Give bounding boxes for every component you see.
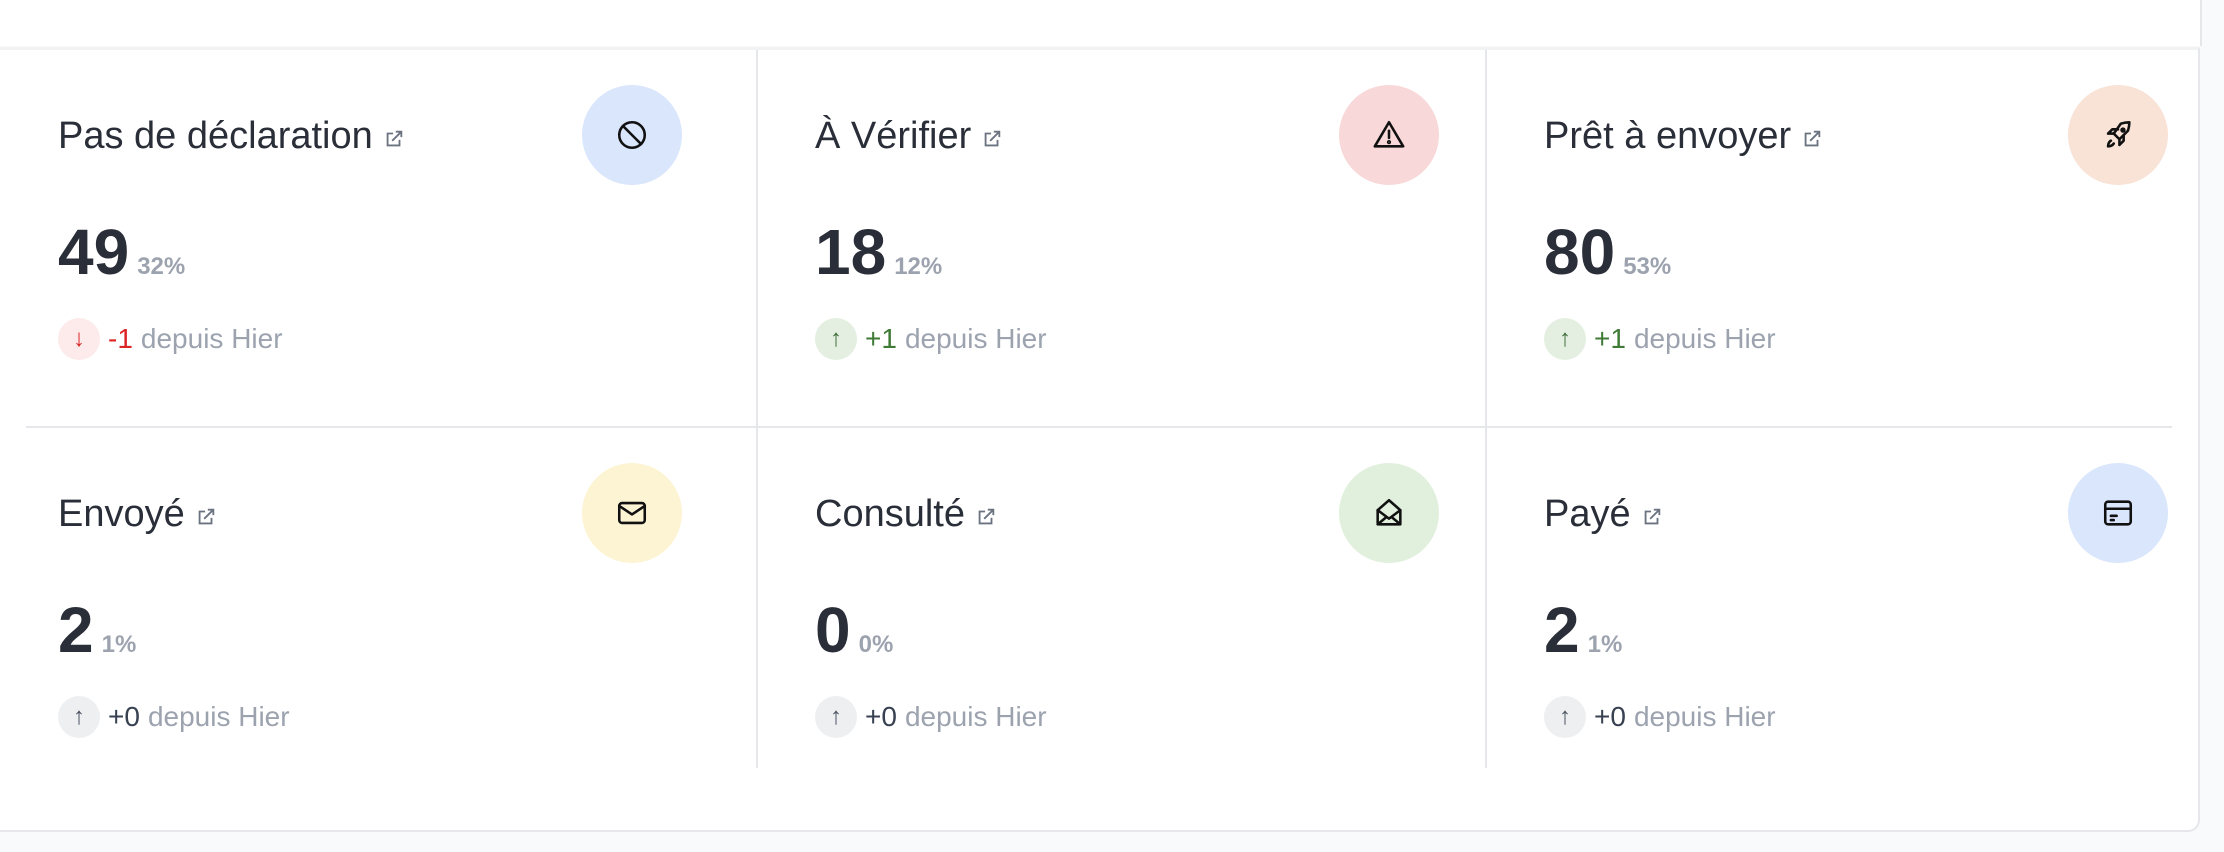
since-label: depuis Hier — [1633, 323, 1776, 354]
external-link-icon — [978, 508, 995, 525]
external-link-icon — [386, 130, 403, 147]
rocket-badge — [2068, 85, 2168, 185]
stat-delta: +0 — [108, 701, 140, 732]
ban-badge — [582, 85, 682, 185]
arrow-up-icon: ↑ — [1544, 696, 1586, 738]
stat-title: Payé — [1544, 493, 1631, 535]
stat-card-1: À Vérifier 18 12% ↑ +1 depuis Hier — [757, 50, 1513, 425]
stat-value: 80 — [1544, 216, 1616, 288]
stat-title-link[interactable]: Prêt à envoyer — [1544, 113, 1823, 159]
stat-percent: 1% — [1587, 631, 1623, 658]
stat-percent: 12% — [894, 253, 943, 280]
since-label: depuis Hier — [147, 701, 290, 732]
stat-value: 18 — [815, 216, 887, 288]
stat-value: 2 — [58, 594, 94, 666]
stat-delta: +0 — [865, 701, 897, 732]
stat-title: Pas de déclaration — [58, 115, 373, 157]
stat-value: 49 — [58, 216, 130, 288]
warning-icon — [1373, 120, 1405, 148]
since-label: depuis Hier — [904, 323, 1047, 354]
divider — [756, 50, 758, 768]
stat-change: ↑ +0 depuis Hier — [58, 696, 290, 738]
stat-title-link[interactable]: Consulté — [815, 491, 997, 537]
arrow-down-icon: ↓ — [58, 318, 100, 360]
since-label: depuis Hier — [1633, 701, 1776, 732]
stat-title-link[interactable]: À Vérifier — [815, 113, 1003, 159]
divider — [26, 426, 2172, 428]
stat-title-link[interactable]: Payé — [1544, 491, 1663, 537]
external-link-icon — [984, 130, 1001, 147]
mail-open-badge — [1339, 463, 1439, 563]
stat-title: À Vérifier — [815, 115, 972, 157]
external-link-icon — [198, 508, 214, 525]
arrow-up-icon: ↑ — [815, 318, 857, 360]
since-label: depuis Hier — [904, 701, 1047, 732]
top-panel — [0, 0, 2202, 46]
warning-badge — [1339, 85, 1439, 185]
credit-card-icon — [2103, 500, 2133, 526]
stat-delta: +1 — [865, 323, 897, 354]
stat-value: 0 — [815, 594, 851, 666]
arrow-up-icon: ↑ — [815, 696, 857, 738]
stat-change: ↑ +0 depuis Hier — [815, 696, 1047, 738]
stat-delta: +0 — [1594, 701, 1626, 732]
stat-percent: 1% — [101, 631, 137, 658]
stat-card-3: Envoyé 2 1% ↑ +0 depuis Hier — [0, 428, 756, 803]
stat-card-5: Payé 2 1% ↑ +0 depuis Hier — [1486, 428, 2224, 803]
divider — [1485, 50, 1487, 768]
stat-title: Envoyé — [58, 493, 185, 535]
rocket-icon — [2106, 120, 2131, 148]
mail-badge — [582, 463, 682, 563]
arrow-up-icon: ↑ — [1544, 318, 1586, 360]
stat-delta: -1 — [108, 323, 133, 354]
stat-title: Prêt à envoyer — [1544, 115, 1792, 157]
stat-card-0: Pas de déclaration 49 32% ↓ -1 depuis Hi… — [0, 50, 756, 425]
stat-card-4: Consulté 0 0% ↑ +0 depuis Hier — [757, 428, 1513, 803]
stat-percent: 53% — [1623, 253, 1672, 280]
external-link-icon — [1804, 130, 1821, 147]
ban-icon — [617, 120, 647, 150]
stat-title: Consulté — [815, 493, 965, 535]
stats-card: Pas de déclaration 49 32% ↓ -1 depuis Hi… — [0, 47, 2200, 832]
stat-title-link[interactable]: Envoyé — [58, 491, 217, 537]
stat-change: ↑ +0 depuis Hier — [1544, 696, 1776, 738]
stat-title-link[interactable]: Pas de déclaration — [58, 113, 405, 159]
stat-change: ↓ -1 depuis Hier — [58, 318, 283, 360]
external-link-icon — [1644, 508, 1660, 525]
stat-card-2: Prêt à envoyer 80 53% ↑ +1 depuis Hier — [1486, 50, 2224, 425]
mail-icon — [617, 501, 647, 525]
stat-delta: +1 — [1594, 323, 1626, 354]
stat-percent: 32% — [137, 253, 186, 280]
credit-card-badge — [2068, 463, 2168, 563]
since-label: depuis Hier — [140, 323, 283, 354]
arrow-up-icon: ↑ — [58, 696, 100, 738]
stat-value: 2 — [1544, 594, 1580, 666]
stat-change: ↑ +1 depuis Hier — [1544, 318, 1776, 360]
stat-percent: 0% — [858, 631, 894, 658]
stat-change: ↑ +1 depuis Hier — [815, 318, 1047, 360]
mail-open-icon — [1376, 498, 1402, 526]
